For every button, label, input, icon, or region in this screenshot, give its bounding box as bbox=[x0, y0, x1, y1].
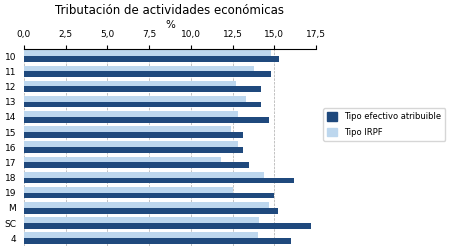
Bar bbox=[24, 132, 243, 138]
Bar bbox=[24, 117, 269, 122]
Bar bbox=[24, 50, 271, 56]
Bar bbox=[24, 193, 274, 198]
Bar bbox=[24, 202, 269, 208]
Bar bbox=[24, 178, 294, 183]
Bar bbox=[24, 217, 259, 223]
Bar bbox=[24, 238, 291, 244]
Bar bbox=[24, 162, 249, 168]
Title: Tributación de actividades económicas: Tributación de actividades económicas bbox=[55, 4, 284, 17]
Bar bbox=[24, 96, 246, 102]
Bar bbox=[24, 111, 238, 117]
Bar bbox=[24, 66, 254, 71]
Bar bbox=[24, 156, 221, 162]
X-axis label: %: % bbox=[165, 20, 175, 30]
Bar bbox=[24, 147, 243, 153]
Bar bbox=[24, 71, 271, 77]
Bar bbox=[24, 187, 233, 193]
Bar bbox=[24, 56, 279, 62]
Bar bbox=[24, 126, 231, 132]
Bar bbox=[24, 81, 236, 86]
Bar bbox=[24, 86, 261, 92]
Bar bbox=[24, 172, 264, 177]
Bar bbox=[24, 232, 257, 238]
Bar bbox=[24, 142, 238, 147]
Legend: Tipo efectivo atribuible, Tipo IRPF: Tipo efectivo atribuible, Tipo IRPF bbox=[323, 108, 445, 141]
Bar bbox=[24, 102, 261, 108]
Bar bbox=[24, 223, 311, 229]
Bar bbox=[24, 208, 278, 214]
